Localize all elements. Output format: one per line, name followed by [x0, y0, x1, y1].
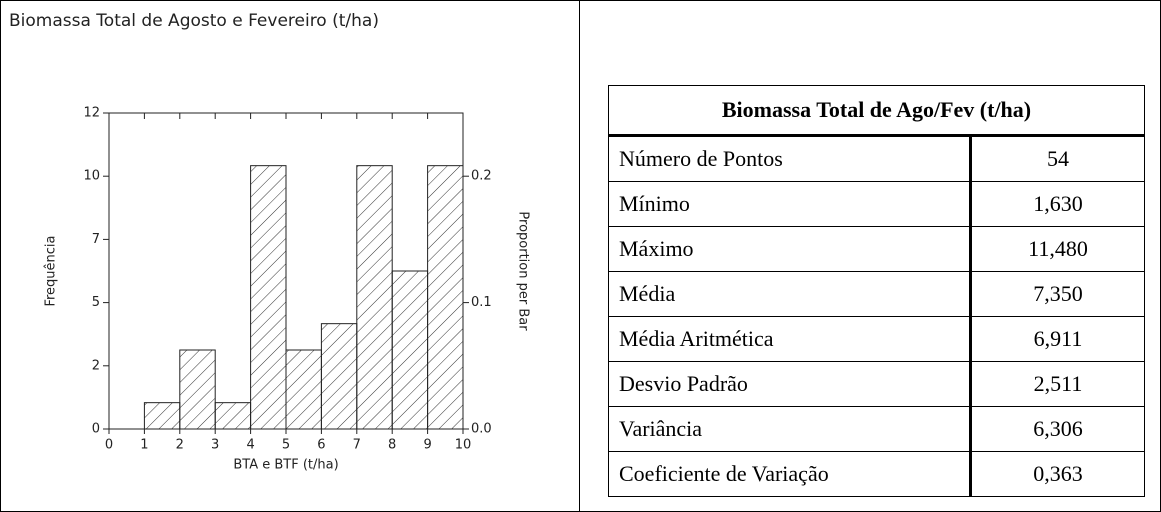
x-tick-label: 4: [246, 438, 254, 453]
x-tick-label: 0: [105, 438, 113, 453]
stat-value: 1,630: [969, 181, 1145, 227]
x-tick-label: 1: [140, 438, 148, 453]
stat-name: Número de Pontos: [608, 135, 971, 182]
bar: [143, 402, 181, 430]
y-tick-label: 2: [92, 358, 100, 373]
stat-name: Mínimo: [608, 181, 971, 227]
x-tick-label: 7: [353, 438, 361, 453]
x-tick-label: 2: [176, 438, 184, 453]
bar: [179, 349, 216, 430]
stat-value: 6,911: [969, 316, 1145, 362]
table-row: Desvio Padrão 2,511: [608, 361, 1145, 407]
stats-table: Biomassa Total de Ago/Fev (t/ha) Número …: [608, 85, 1145, 497]
y2-tick-label: 0.1: [471, 295, 492, 310]
x-tick-label: 9: [423, 438, 431, 453]
stat-value: 7,350: [969, 271, 1145, 317]
table-row: Variância 6,306: [608, 406, 1145, 452]
bar: [285, 349, 322, 430]
table-title: Biomassa Total de Ago/Fev (t/ha): [608, 85, 1145, 137]
stat-name: Máximo: [608, 226, 971, 272]
x-tick-label: 5: [282, 438, 290, 453]
y2-axis-label: Proportion per Bar: [516, 211, 531, 331]
bar: [320, 323, 358, 430]
x-axis-label: BTA e BTF (t/ha): [233, 458, 338, 473]
stat-name: Variância: [608, 406, 971, 452]
bar: [214, 402, 252, 430]
stat-value: 6,306: [969, 406, 1145, 452]
y2-tick-label: 0.2: [471, 169, 492, 184]
stat-name: Desvio Padrão: [608, 361, 971, 407]
table-row: Máximo 11,480: [608, 226, 1145, 272]
stat-value: 0,363: [969, 451, 1145, 497]
y-axis-label: Frequência: [44, 235, 59, 306]
stat-value: 54: [969, 135, 1145, 182]
table-row: Número de Pontos 54: [608, 135, 1145, 182]
y-tick-label: 7: [92, 232, 100, 247]
chart: Biomassa Total de Agosto e Fevereiro (t/…: [9, 11, 531, 473]
y-tick-label: 5: [92, 295, 100, 310]
y-tick-label: 12: [83, 106, 100, 121]
y-tick-label: 10: [83, 169, 100, 184]
divider: [579, 1, 580, 511]
x-tick-label: 10: [455, 438, 472, 453]
bar: [356, 165, 393, 430]
x-tick-label: 6: [317, 438, 325, 453]
stat-value: 11,480: [969, 226, 1145, 272]
table-row: Coeficiente de Variação 0,363: [608, 451, 1145, 497]
bar: [427, 165, 464, 430]
y-tick-label: 0: [92, 422, 100, 437]
stat-name: Média Aritmética: [608, 316, 971, 362]
table-row: Média Aritmética 6,911: [608, 316, 1145, 362]
x-tick-label: 8: [388, 438, 396, 453]
stat-name: Coeficiente de Variação: [608, 451, 971, 497]
chart-title: Biomassa Total de Agosto e Fevereiro (t/…: [9, 11, 379, 31]
y2-tick-label: 0.0: [471, 422, 492, 437]
bar: [250, 165, 287, 430]
stat-name: Média: [608, 271, 971, 317]
stat-value: 2,511: [969, 361, 1145, 407]
table-row: Mínimo 1,630: [608, 181, 1145, 227]
x-tick-label: 3: [211, 438, 219, 453]
table-row: Média 7,350: [608, 271, 1145, 317]
bar: [391, 270, 429, 430]
